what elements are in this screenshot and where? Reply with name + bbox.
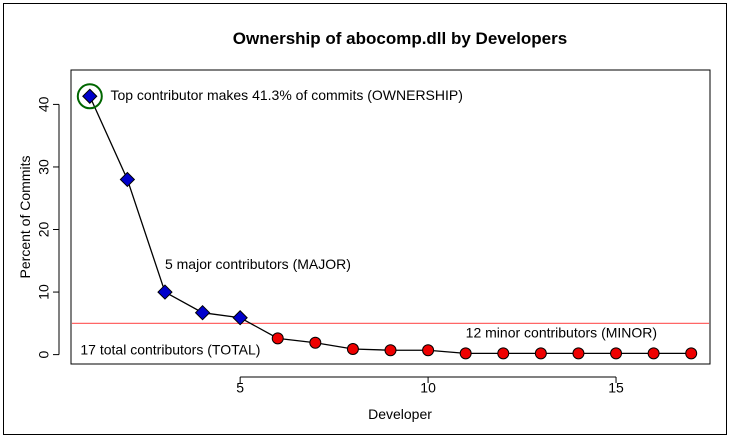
annotation-text: Top contributor makes 41.3% of commits (…: [110, 87, 462, 103]
data-point-circle: [497, 347, 510, 360]
data-point-circle: [534, 347, 547, 360]
annotation-text: 5 major contributors (MAJOR): [165, 256, 351, 272]
data-point-circle: [384, 344, 397, 357]
x-tick-label: 15: [608, 380, 624, 396]
x-tick-label: 5: [236, 380, 244, 396]
data-point-circle: [685, 347, 698, 360]
x-axis-label: Developer: [368, 406, 432, 422]
data-point-diamond: [232, 310, 248, 326]
y-tick-label: 20: [36, 222, 52, 238]
data-point-circle: [459, 347, 472, 360]
x-tick-label: 10: [420, 380, 436, 396]
annotations: Top contributor makes 41.3% of commits (…: [80, 87, 657, 358]
chart-title: Ownership of abocomp.dll by Developers: [233, 29, 567, 48]
data-point-circle: [610, 347, 623, 360]
data-point-diamond: [194, 304, 211, 321]
data-point-circle: [309, 336, 322, 349]
y-tick-label: 10: [36, 284, 52, 300]
y-axis-label: Percent of Commits: [17, 156, 33, 279]
data-point-circle: [647, 347, 660, 360]
data-point-diamond: [157, 284, 173, 300]
data-point-diamond: [82, 88, 98, 104]
y-tick-label: 40: [36, 96, 52, 112]
chart-frame: [3, 3, 727, 435]
data-point-circle: [422, 344, 435, 357]
y-tick-label: 30: [36, 159, 52, 175]
highlight-ring: [76, 83, 103, 110]
annotation-text: 17 total contributors (TOTAL): [80, 342, 260, 358]
plot-area-border: [70, 69, 711, 365]
y-tick-label: 0: [36, 351, 52, 359]
series-line: [89, 96, 692, 355]
axes: 5 10 15 0 10 20 30 40: [36, 96, 624, 395]
annotation-text: 12 minor contributors (MINOR): [466, 325, 657, 341]
data-point-diamond: [119, 171, 136, 188]
data-point-circle: [346, 342, 359, 355]
data-point-circle: [271, 332, 284, 345]
chart-marks: [72, 83, 709, 360]
data-point-circle: [572, 347, 585, 360]
